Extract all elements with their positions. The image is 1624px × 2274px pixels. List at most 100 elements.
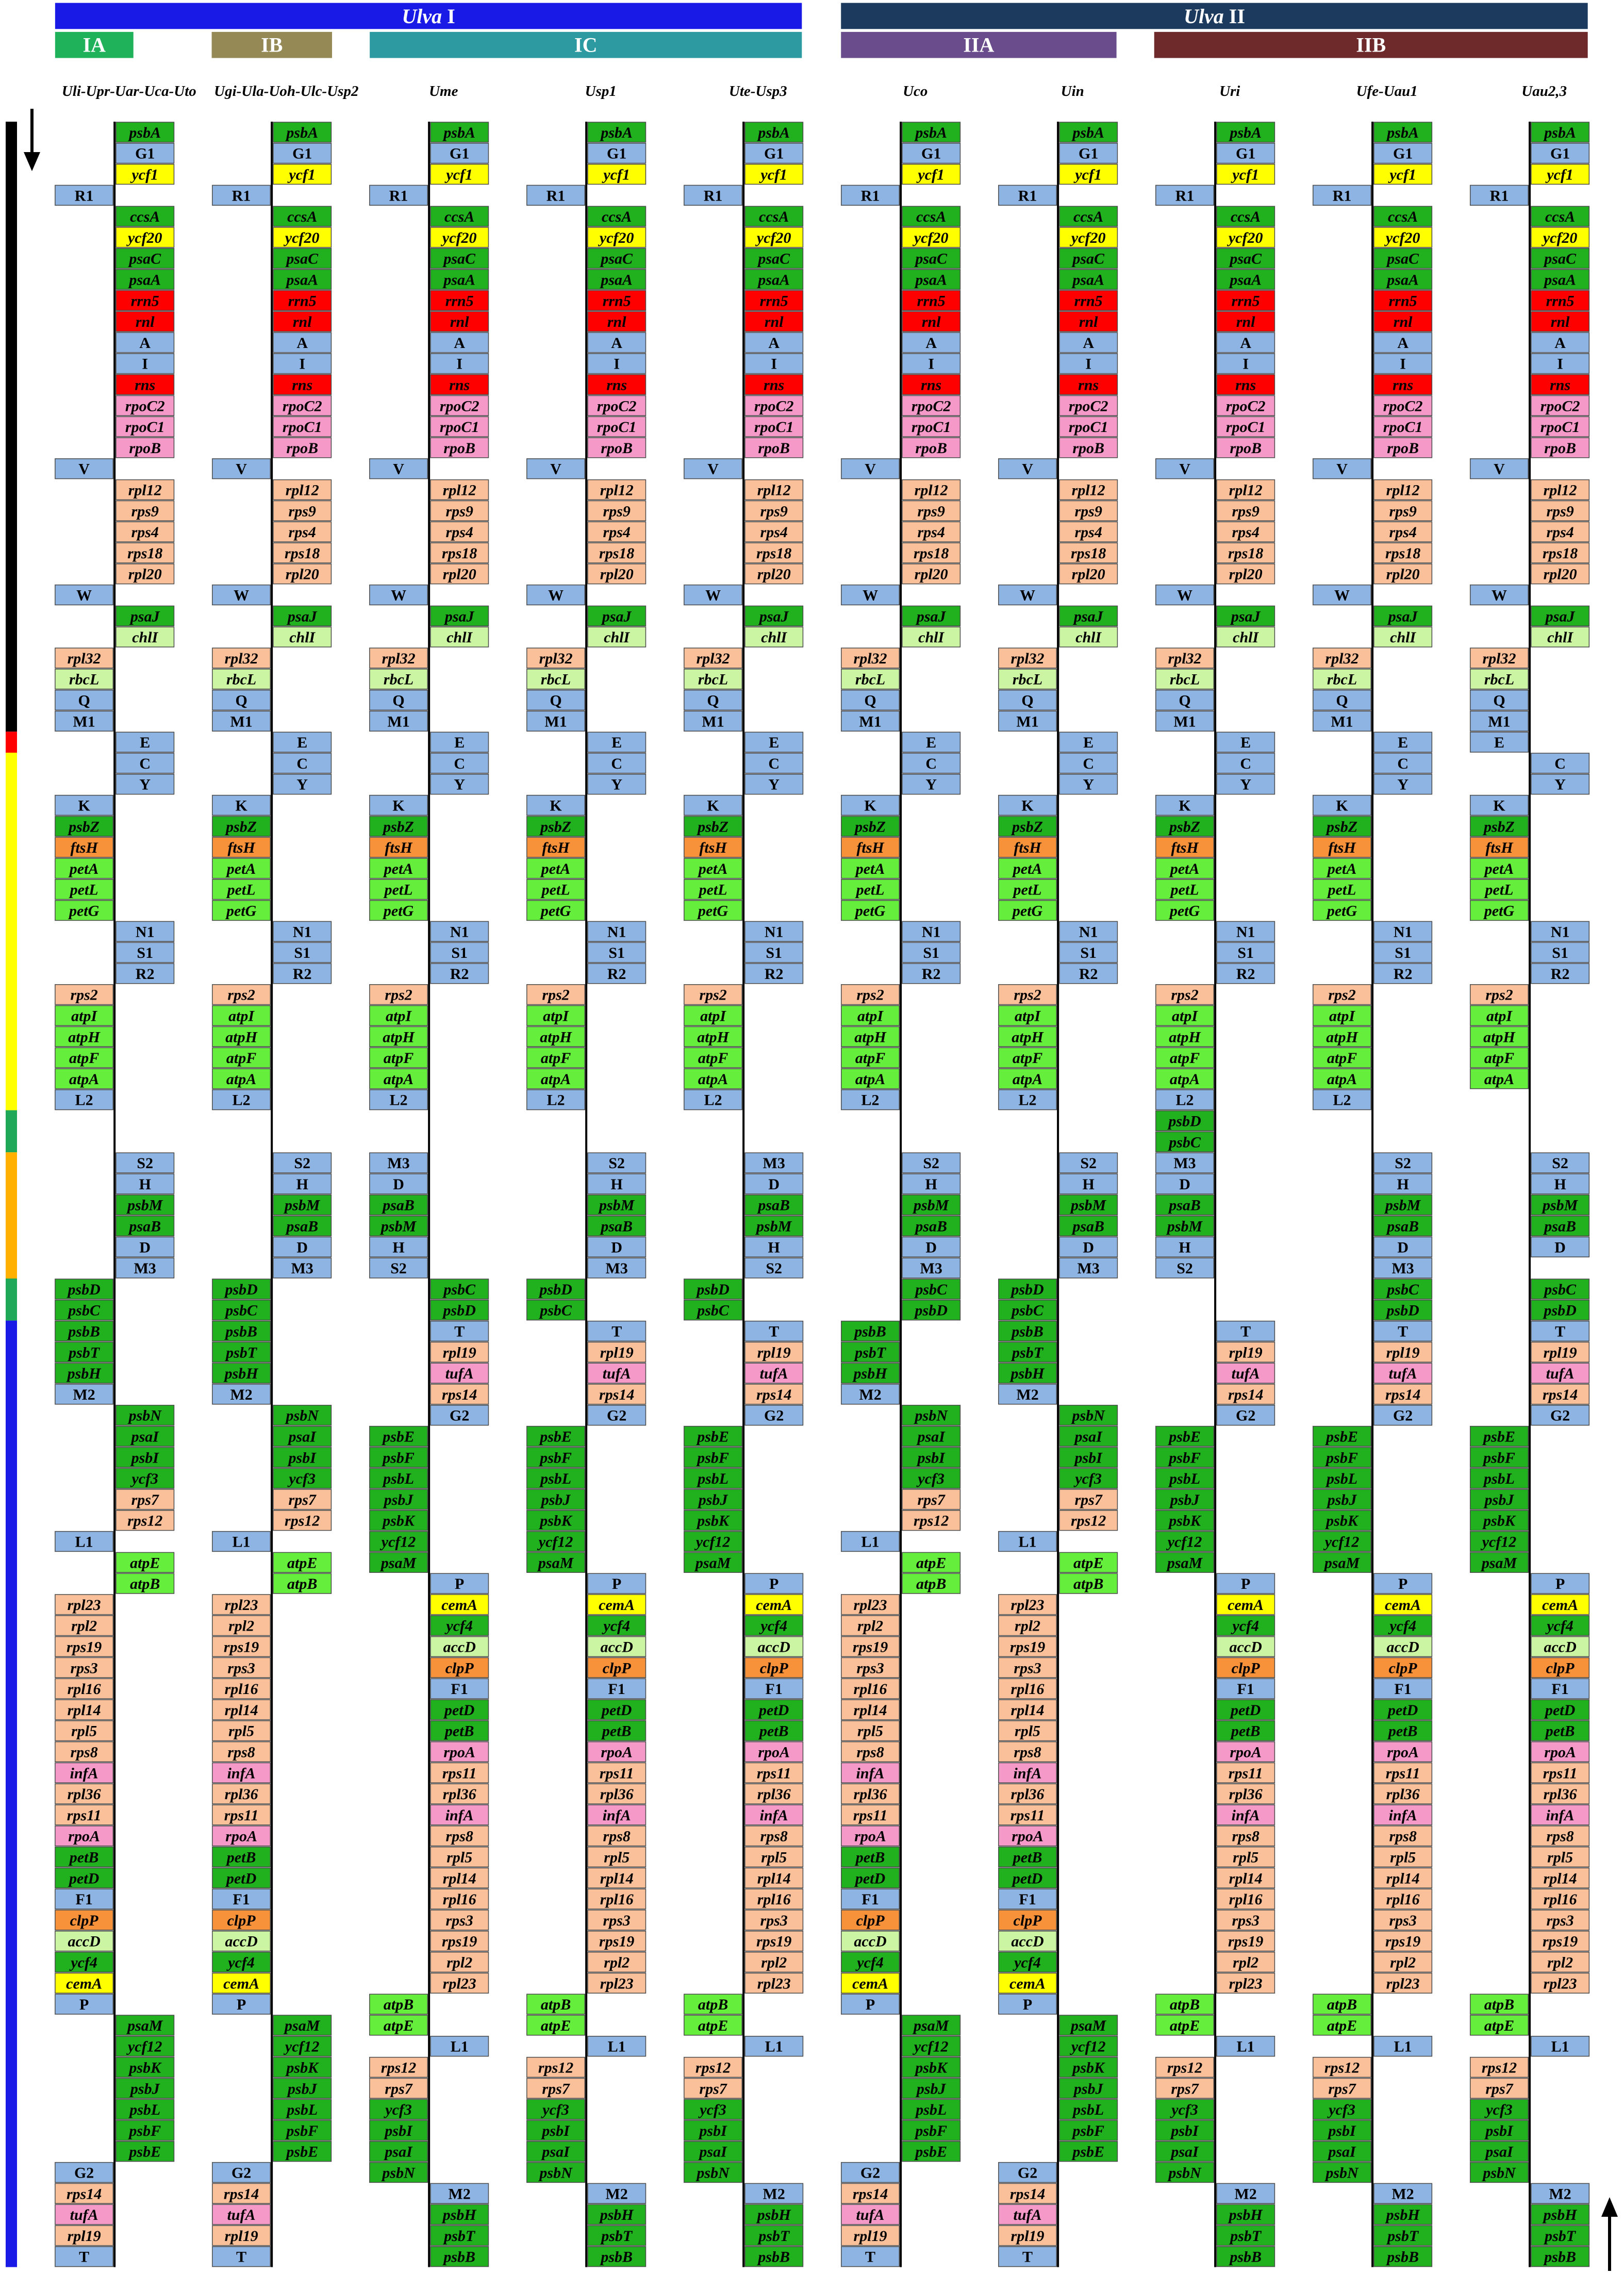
gene-box [369, 648, 428, 669]
gene-label: rpoC1 [125, 419, 165, 436]
gene-box [902, 1468, 961, 1489]
gene-label: psaA [285, 272, 318, 289]
gene-box [684, 710, 743, 732]
gene-box [55, 1384, 114, 1405]
gene-box [1373, 605, 1433, 626]
gene-box [744, 1762, 804, 1783]
gene-label: rpl12 [1386, 482, 1420, 499]
gene-label: cemA [1385, 1597, 1421, 1614]
gene-label: accD [758, 1639, 790, 1656]
gene-label: petL [383, 882, 413, 899]
gene-label: rpoC2 [440, 397, 479, 414]
gene-box [1059, 2099, 1118, 2120]
gene-box [1470, 1531, 1529, 1552]
gene-label: rpl32 [225, 650, 258, 667]
gene-box [526, 1552, 586, 1573]
gene-label: rpl36 [757, 1786, 791, 1803]
gene-label: rpoB [1544, 440, 1576, 457]
trna-label: R1 [389, 187, 408, 204]
gene-box [430, 437, 489, 458]
trna-label: L1 [608, 2038, 626, 2055]
gene-box [369, 689, 428, 711]
gene-label: atpI [71, 1008, 97, 1025]
gene-label: petB [68, 1849, 99, 1866]
trna-label: I [142, 356, 148, 373]
gene-box [1531, 542, 1590, 563]
gene-box [902, 269, 961, 290]
gene-label: psbN [538, 2165, 573, 2182]
gene-box [212, 1762, 271, 1783]
gene-box [1216, 563, 1275, 585]
gene-label: ycf1 [759, 167, 787, 184]
gene-box [1373, 248, 1433, 269]
gene-box [115, 1194, 175, 1216]
gene-box [1059, 1257, 1118, 1279]
gene-box [1373, 1594, 1433, 1615]
trna-label: Q [235, 692, 247, 709]
gene-label: rpoA [1387, 1744, 1419, 1761]
gene-box [115, 732, 175, 753]
gene-label: psbT [1543, 2228, 1577, 2245]
trna-label: I [771, 356, 777, 373]
trna-label: M1 [230, 713, 252, 730]
gene-label: rpl2 [1390, 1954, 1416, 1971]
gene-label: psaC [1385, 251, 1419, 268]
trna-label: E [1398, 734, 1408, 751]
gene-label: psaM [1069, 2017, 1107, 2034]
trna-label: C [1397, 755, 1408, 772]
gene-label: infA [1014, 1765, 1042, 1782]
gene-label: rbcL [1170, 671, 1200, 688]
gene-box [841, 185, 900, 206]
subgroup-bar [841, 31, 1117, 58]
gene-box [1216, 1720, 1275, 1741]
gene-box [273, 143, 332, 164]
gene-box [273, 1468, 332, 1489]
gene-label: accD [1230, 1639, 1262, 1656]
gene-label: ycf3 [287, 1470, 316, 1487]
gene-label: ycf12 [1481, 1534, 1517, 1551]
gene-label: atpH [854, 1028, 887, 1045]
gene-box [55, 1657, 114, 1678]
trna-label: P [866, 1996, 875, 2013]
gene-box [369, 900, 428, 921]
gene-box [115, 479, 175, 501]
gene-label: atpA [698, 1071, 728, 1088]
gene-box [998, 1846, 1057, 1868]
gene-box [526, 2056, 586, 2078]
gene-box [684, 185, 743, 206]
gene-box [744, 1783, 804, 1804]
gene-box [1216, 395, 1275, 416]
gene-box [587, 290, 647, 311]
gene-label: rps2 [227, 987, 255, 1004]
trna-label: M3 [606, 1260, 628, 1277]
gene-label: rps19 [1385, 1933, 1420, 1950]
gene-box [587, 921, 647, 942]
gene-label: petB [758, 1723, 789, 1740]
gene-label: infA [856, 1765, 885, 1782]
trna-label: M2 [859, 1386, 881, 1403]
trna-label: Q [392, 692, 404, 709]
gene-box [1059, 1425, 1118, 1447]
gene-label: rps19 [853, 1639, 888, 1656]
trna-label: I [1557, 356, 1563, 373]
gene-label: psbC [1010, 1302, 1044, 1319]
gene-box [1216, 1615, 1275, 1636]
trna-label: L1 [75, 1534, 93, 1551]
gene-box [841, 1783, 900, 1804]
gene-label: psaB [285, 1218, 318, 1235]
gene-label: rps7 [289, 1491, 317, 1508]
gene-box [1155, 1552, 1215, 1573]
gene-box [1313, 2015, 1372, 2036]
trna-label: M2 [1016, 1386, 1038, 1403]
gene-box [1216, 311, 1275, 332]
gene-box [212, 584, 271, 606]
gene-label: atpA [1013, 1071, 1042, 1088]
gene-label: petD [1011, 1870, 1042, 1887]
gene-box [684, 1026, 743, 1047]
gene-label: rpl36 [443, 1786, 476, 1803]
gene-box [1155, 458, 1215, 479]
gene-label: rpl5 [228, 1723, 254, 1740]
trna-label: M2 [73, 1386, 95, 1403]
trna-label: M2 [1549, 2185, 1571, 2202]
gene-label: ycf1 [1545, 167, 1573, 184]
